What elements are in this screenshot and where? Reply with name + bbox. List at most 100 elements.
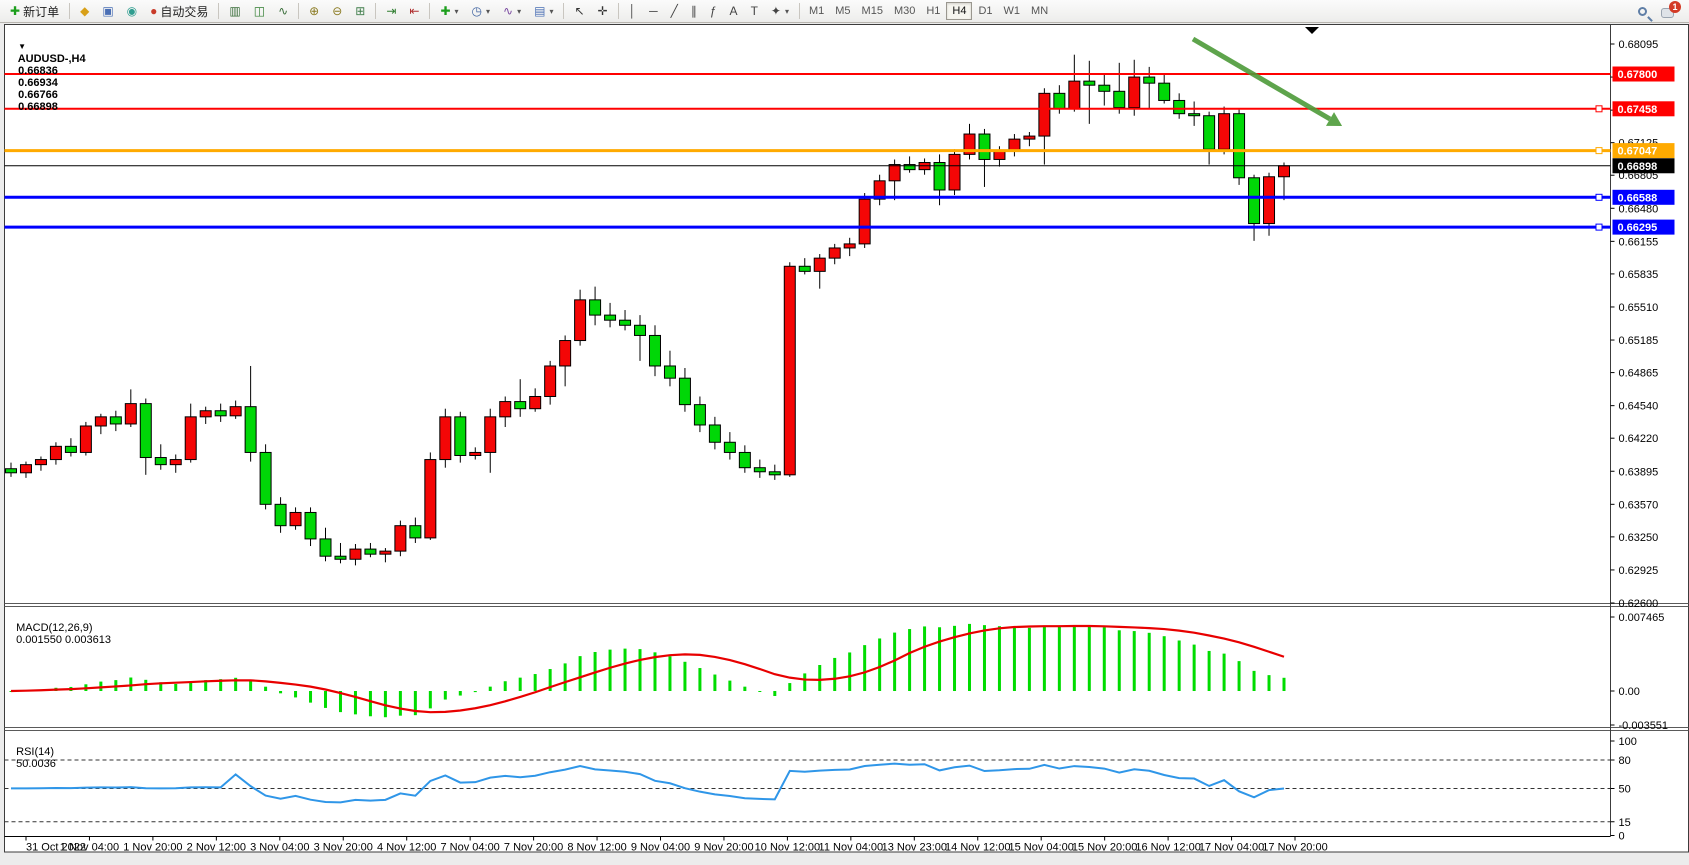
candle: [289, 507, 302, 530]
zoom-out-button[interactable]: ⊖: [326, 1, 348, 21]
rsi-value: 50.0036: [16, 758, 56, 770]
candle: [124, 389, 137, 428]
macd-bar: [788, 683, 792, 691]
macd-indicator-label: MACD(12,26,9) 0.001550 0.003613: [10, 610, 111, 646]
candle: [1218, 106, 1231, 155]
candlestick-mode-button[interactable]: ◫: [248, 1, 271, 21]
timeframe-button-H1[interactable]: H1: [926, 5, 941, 17]
timeframe-button-M15[interactable]: M15: [861, 5, 883, 17]
macd-values: 0.001550 0.003613: [16, 634, 111, 646]
candle: [723, 432, 736, 460]
candle: [334, 542, 347, 564]
crosshair-tool-icon: ✛: [597, 4, 608, 18]
line-handle[interactable]: [1595, 223, 1603, 231]
trend-arrow-annotation[interactable]: [1191, 36, 1332, 122]
line-handle[interactable]: [1595, 193, 1603, 201]
macd-bar: [264, 686, 268, 691]
timeframe-button-M30[interactable]: M30: [893, 5, 916, 17]
price-tick-label: 0.62600: [1619, 598, 1659, 610]
timeframe-button-W1[interactable]: W1: [1003, 5, 1021, 17]
trendline-tool-button[interactable]: ╱: [665, 1, 684, 21]
candle: [858, 193, 871, 248]
candle: [663, 350, 676, 387]
auto-scroll-button[interactable]: ⇤: [403, 1, 425, 21]
time-axis-label: 14 Nov 12:00: [945, 842, 1010, 854]
gold-symbol-button[interactable]: ◆: [74, 1, 95, 21]
cursor-tool-button[interactable]: ↖: [568, 1, 590, 21]
templates-button[interactable]: ▤ ▾: [528, 1, 559, 21]
periods-button[interactable]: ◷ ▾: [466, 1, 497, 21]
macd-bar: [698, 668, 702, 691]
signals-button[interactable]: ◉: [121, 1, 143, 21]
chat-icon: [1661, 8, 1674, 18]
new-chart-button[interactable]: ✚ ▾: [434, 1, 464, 21]
macd-bar: [683, 661, 687, 691]
zoom-in-button[interactable]: ⊕: [303, 1, 325, 21]
time-axis-label: 15 Nov 04:00: [1008, 842, 1073, 854]
timeframe-button-D1[interactable]: D1: [978, 5, 993, 17]
price-tick-label: 0.63250: [1619, 532, 1659, 544]
horizontal-line-tool-button[interactable]: ─: [643, 1, 664, 21]
line-handle[interactable]: [1595, 105, 1603, 113]
candle: [304, 507, 317, 547]
chevron-down-icon: ▾: [517, 6, 522, 16]
tile-windows-button[interactable]: ⊞: [349, 1, 371, 21]
toolbar-right-group: 1: [1632, 1, 1685, 21]
candle: [319, 527, 332, 562]
collapse-chart-icon[interactable]: ▼: [18, 42, 27, 51]
macd-bar: [878, 638, 882, 691]
candle: [94, 413, 107, 435]
time-axis-label: 7 Nov 20:00: [504, 842, 563, 854]
line-handle[interactable]: [1595, 147, 1603, 155]
new-order-button[interactable]: ✚ 新订单: [4, 1, 65, 21]
price-tick-label: 0.66480: [1619, 203, 1659, 215]
autotrading-button[interactable]: ● 自动交易: [144, 1, 214, 21]
candle: [544, 360, 557, 405]
time-axis-label: 13 Nov 23:00: [882, 842, 947, 854]
candle: [469, 447, 482, 460]
candle: [708, 416, 721, 450]
macd-bar: [982, 625, 986, 691]
chart-window: 0.680950.677700.674450.671250.668050.664…: [4, 24, 1689, 854]
chat-button[interactable]: 1: [1661, 1, 1681, 19]
open-window-button[interactable]: ▣: [96, 1, 119, 21]
macd-tick-label: 0.00: [1619, 686, 1640, 698]
chart-open-value: 0.66836: [18, 65, 58, 77]
macd-bar: [608, 649, 612, 691]
search-button[interactable]: [1632, 1, 1653, 21]
price-badge-label: 0.66295: [1618, 222, 1658, 234]
candle: [1113, 62, 1126, 114]
price-badge-label: 0.66588: [1618, 192, 1658, 204]
label-tool-button[interactable]: T: [745, 1, 764, 21]
zoom-in-icon: ⊕: [309, 4, 320, 18]
toolbar-separator: [69, 3, 71, 19]
chart-low-value: 0.66766: [18, 89, 58, 101]
fibonacci-tool-button[interactable]: ƒ: [704, 1, 723, 21]
crosshair-tool-button[interactable]: ✛: [592, 1, 614, 21]
arrows-tool-button[interactable]: ✦ ▾: [765, 1, 795, 21]
bar-chart-mode-button[interactable]: ▥: [223, 1, 246, 21]
macd-bar: [893, 632, 897, 691]
price-badge-label: 0.67458: [1618, 104, 1658, 116]
chart-shift-button[interactable]: ⇥: [380, 1, 402, 21]
timeframe-button-M5[interactable]: M5: [835, 5, 851, 17]
macd-bar: [653, 652, 657, 691]
candle: [1233, 109, 1246, 185]
timeframe-button-MN[interactable]: MN: [1031, 5, 1049, 17]
timeframe-button-H4[interactable]: H4: [946, 2, 973, 20]
macd-bar: [1057, 626, 1061, 691]
candle: [79, 421, 92, 456]
channel-tool-button[interactable]: ∥: [685, 1, 703, 21]
chart-high-value: 0.66934: [18, 77, 58, 89]
indicators-button[interactable]: ∿ ▾: [497, 1, 527, 21]
line-chart-mode-button[interactable]: ∿: [272, 1, 294, 21]
vertical-line-tool-button[interactable]: │: [623, 1, 643, 21]
candle: [978, 128, 991, 187]
candle: [948, 149, 961, 196]
candle: [1023, 131, 1036, 147]
candle: [963, 123, 976, 160]
time-axis-label: 17 Nov 04:00: [1199, 842, 1264, 854]
timeframe-button-M1[interactable]: M1: [808, 5, 825, 17]
toolbar-separator: [563, 3, 565, 19]
text-tool-button[interactable]: A: [724, 1, 744, 21]
